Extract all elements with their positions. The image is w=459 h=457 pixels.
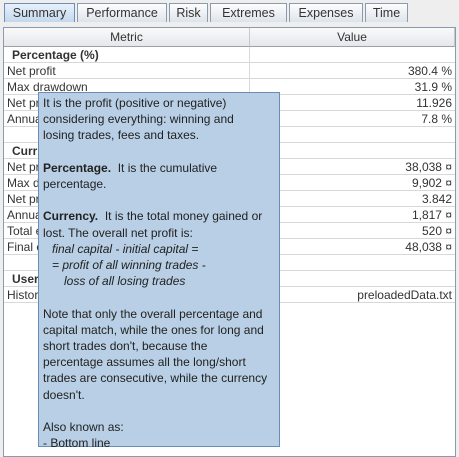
tab[interactable]: Risk <box>169 3 208 22</box>
tooltip-line: Percentage. It is the cumulative <box>43 160 279 176</box>
value-cell: 48,038 ¤ <box>405 240 452 254</box>
column-header[interactable]: Metric <box>4 28 250 47</box>
tooltip-text: capital match, while the ones for long a… <box>43 322 264 337</box>
tooltip-text: - Bottom line <box>43 436 111 451</box>
value-cell: preloadedData.txt <box>357 288 452 302</box>
tooltip-paragraph: Currency. It is the total money gained o… <box>43 208 279 289</box>
tab[interactable]: Performance <box>77 3 167 22</box>
tooltip-text: doesn't. <box>43 387 85 402</box>
column-header[interactable]: Value <box>250 28 455 47</box>
tooltip-text: lost. The overall net profit is: <box>43 225 193 240</box>
value-cell: 7.8 % <box>421 112 452 126</box>
tooltip-text: considering everything: winning and <box>43 112 234 127</box>
section-row: Percentage (%) <box>4 47 455 63</box>
value-cell: 9,902 ¤ <box>411 176 452 190</box>
tooltip: It is the profit (positive or negative) c… <box>38 92 280 450</box>
tooltip-line: capital match, while the ones for long a… <box>43 322 279 338</box>
tooltip-line: percentage. <box>43 176 279 192</box>
tab[interactable]: Extremes <box>210 3 287 22</box>
value-cell: 11.926 <box>416 96 452 110</box>
tooltip-line: - Bottom line <box>43 435 279 451</box>
tooltip-text: It is the total money gained or <box>104 209 263 224</box>
tooltip-paragraph: Note that only the overall percentage an… <box>43 306 279 403</box>
tooltip-formula: final capital - initial capital = <box>52 241 199 256</box>
section-title: Percentage (%) <box>4 47 250 63</box>
tooltip-text: short trades don't, because the <box>43 339 208 353</box>
tooltip-line: doesn't. <box>43 387 279 403</box>
metric-cell: Max drawdown <box>4 79 250 95</box>
tooltip-line: losing trades, fees and taxes. <box>43 127 279 143</box>
tooltip-line: Also known as: <box>43 419 279 435</box>
tooltip-paragraph: Also known as: - Bottom line <box>43 419 279 451</box>
tooltip-line: Note that only the overall percentage an… <box>43 306 279 322</box>
tooltip-text: percentage. <box>43 177 107 191</box>
tooltip-line: percentage assumes all the long/short <box>43 354 279 370</box>
value-cell: 520 ¤ <box>421 224 452 238</box>
table-row[interactable]: Net profit 380.4 % <box>4 63 455 79</box>
tooltip-line: lost. The overall net profit is: <box>43 225 279 241</box>
value-cell: 380.4 % <box>407 64 452 78</box>
tooltip-text: It is the cumulative <box>117 160 218 175</box>
value-cell: 1,817 ¤ <box>411 208 452 222</box>
tooltip-formula: = profit of all winning trades - <box>52 258 206 272</box>
tooltip-lead: Currency. <box>43 209 99 224</box>
tooltip-text: It is the profit (positive or negative) <box>43 96 227 110</box>
tooltip-line: Currency. It is the total money gained o… <box>43 208 279 224</box>
tooltip-text: Also known as: <box>43 420 124 434</box>
tooltip-lead: Percentage. <box>43 160 112 175</box>
tooltip-line: It is the profit (positive or negative) <box>43 95 279 111</box>
tooltip-paragraph: Percentage. It is the cumulative percenta… <box>43 160 279 192</box>
tooltip-line: short trades don't, because the <box>43 338 279 354</box>
tooltip-text: percentage assumes all the long/short <box>43 355 246 370</box>
value-cell: 38,038 ¤ <box>405 160 452 174</box>
tooltip-paragraph: It is the profit (positive or negative) c… <box>43 95 279 144</box>
metric-cell: Net profit <box>4 63 250 79</box>
tooltip-line: considering everything: winning and <box>43 111 279 127</box>
tooltip-text: trades are consecutive, while the curren… <box>43 371 268 386</box>
tooltip-text: losing trades, fees and taxes. <box>43 128 200 143</box>
tooltip-formula: loss of all losing trades <box>64 274 186 289</box>
tab[interactable]: Summary <box>4 3 75 22</box>
tooltip-text: Note that only the overall percentage an… <box>43 306 263 321</box>
value-cell: 3.842 <box>421 192 452 206</box>
tooltip-line: trades are consecutive, while the curren… <box>43 370 279 386</box>
tab[interactable]: Expenses <box>289 3 363 22</box>
value-cell: 31.9 % <box>414 80 452 94</box>
tab[interactable]: Time <box>365 3 408 22</box>
